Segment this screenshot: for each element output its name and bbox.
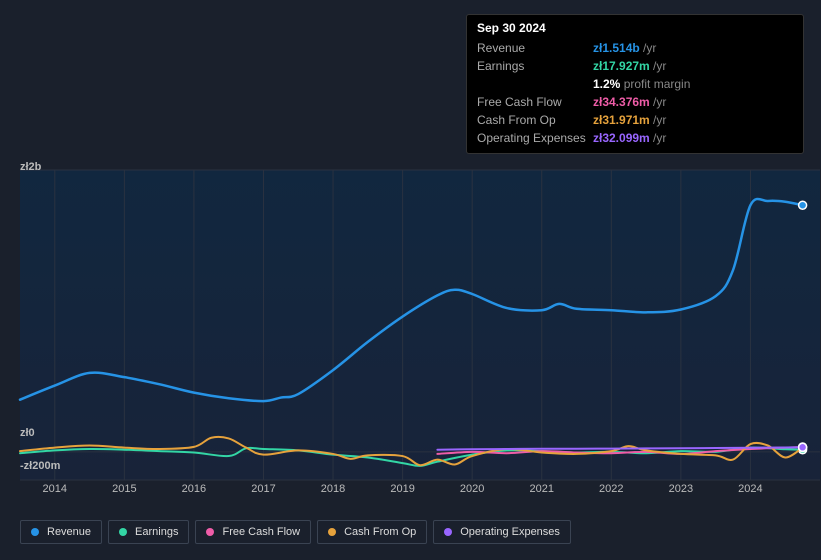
y-axis-label: -zł200m bbox=[20, 460, 60, 472]
legend-label: Cash From Op bbox=[344, 526, 416, 538]
legend-label: Earnings bbox=[135, 526, 178, 538]
x-axis-label: 2015 bbox=[112, 483, 136, 495]
y-axis-label: zł2b bbox=[20, 161, 41, 173]
tooltip-label: Free Cash Flow bbox=[477, 95, 593, 109]
legend-item-revenue[interactable]: Revenue bbox=[20, 520, 102, 544]
x-axis-label: 2022 bbox=[599, 483, 623, 495]
tooltip-label: Cash From Op bbox=[477, 113, 593, 127]
x-axis-label: 2014 bbox=[43, 483, 67, 495]
legend-label: Operating Expenses bbox=[460, 526, 560, 538]
x-axis-label: 2019 bbox=[390, 483, 414, 495]
x-axis-label: 2016 bbox=[182, 483, 206, 495]
legend-dot-icon bbox=[119, 528, 127, 536]
tooltip-value: 1.2% profit margin bbox=[593, 77, 690, 91]
tooltip-row: Free Cash Flowzł34.376m /yr bbox=[477, 93, 793, 111]
legend-dot-icon bbox=[206, 528, 214, 536]
legend-item-earnings[interactable]: Earnings bbox=[108, 520, 189, 544]
tooltip-value: zł17.927m /yr bbox=[593, 59, 666, 73]
x-axis-label: 2021 bbox=[529, 483, 553, 495]
legend-dot-icon bbox=[444, 528, 452, 536]
tooltip-label: Earnings bbox=[477, 59, 593, 73]
x-axis-labels: 2014 2015 2016 2017 2018 2019 2020 2021 2022 2023… bbox=[20, 483, 821, 503]
legend-dot-icon bbox=[328, 528, 336, 536]
tooltip-value: zł34.376m /yr bbox=[593, 95, 666, 109]
tooltip-row: Operating Expenseszł32.099m /yr bbox=[477, 129, 793, 147]
tooltip-label bbox=[477, 77, 593, 91]
tooltip-value: zł32.099m /yr bbox=[593, 131, 666, 145]
x-axis-label: 2017 bbox=[251, 483, 275, 495]
chart-container: zł2bzł0-zł200m 2014201520162017201820192… bbox=[0, 0, 821, 560]
x-axis-label: 2024 bbox=[738, 483, 762, 495]
x-axis-label: 2023 bbox=[669, 483, 693, 495]
legend-label: Revenue bbox=[47, 526, 91, 538]
y-axis-label: zł0 bbox=[20, 427, 35, 439]
tooltip-label: Revenue bbox=[477, 41, 593, 55]
legend-label: Free Cash Flow bbox=[222, 526, 300, 538]
tooltip-value: zł31.971m /yr bbox=[593, 113, 666, 127]
x-axis-label: 2018 bbox=[321, 483, 345, 495]
tooltip-row: Cash From Opzł31.971m /yr bbox=[477, 111, 793, 129]
tooltip-label: Operating Expenses bbox=[477, 131, 593, 145]
chart-tooltip: Sep 30 2024 Revenuezł1.514b /yrEarningsz… bbox=[466, 14, 804, 154]
legend-dot-icon bbox=[31, 528, 39, 536]
chart-legend: Revenue Earnings Free Cash Flow Cash From O… bbox=[20, 520, 571, 544]
legend-item-opex[interactable]: Operating Expenses bbox=[433, 520, 571, 544]
legend-item-cfo[interactable]: Cash From Op bbox=[317, 520, 427, 544]
x-axis-label: 2020 bbox=[460, 483, 484, 495]
legend-item-fcf[interactable]: Free Cash Flow bbox=[195, 520, 311, 544]
tooltip-row: Earningszł17.927m /yr bbox=[477, 57, 793, 75]
tooltip-value: zł1.514b /yr bbox=[593, 41, 656, 55]
tooltip-row: Revenuezł1.514b /yr bbox=[477, 39, 793, 57]
tooltip-row: 1.2% profit margin bbox=[477, 75, 793, 93]
tooltip-date: Sep 30 2024 bbox=[477, 21, 793, 39]
